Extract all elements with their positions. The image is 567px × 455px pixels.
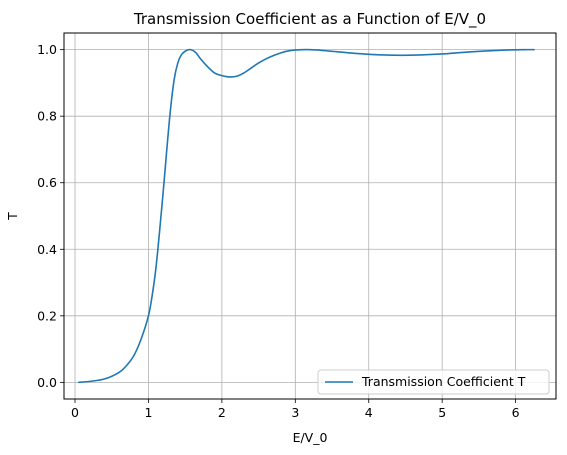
series-line-transmission-coefficient xyxy=(77,48,535,384)
x-tick-label: 4 xyxy=(365,405,373,420)
grid xyxy=(64,33,556,399)
y-tick-label: 0.0 xyxy=(37,375,57,390)
y-axis-ticks: 0.0 0.2 0.4 0.6 0.8 1.0 xyxy=(37,42,64,390)
plot-line-group xyxy=(77,48,535,384)
x-tick-label: 3 xyxy=(291,405,299,420)
legend-box xyxy=(317,369,550,395)
y-tick-label: 0.6 xyxy=(37,175,57,190)
x-axis-label: E/V_0 xyxy=(293,430,328,445)
x-tick-label: 6 xyxy=(512,405,520,420)
y-tick-label: 0.4 xyxy=(37,242,57,257)
x-axis-ticks: 0 1 2 3 4 5 6 xyxy=(71,399,520,420)
x-tick-label: 0 xyxy=(71,405,79,420)
y-axis-label: T xyxy=(5,212,20,221)
x-tick-label: 1 xyxy=(144,405,152,420)
x-tick-label: 2 xyxy=(218,405,226,420)
x-tick-label: 5 xyxy=(438,405,446,420)
legend: Transmission Coefficient T xyxy=(317,369,550,395)
plot-area-frame xyxy=(63,32,557,400)
y-tick-label: 0.2 xyxy=(37,308,57,323)
chart-title: Transmission Coefficient as a Function o… xyxy=(133,10,486,29)
y-tick-label: 1.0 xyxy=(37,42,57,57)
legend-label: Transmission Coefficient T xyxy=(361,374,526,389)
y-tick-label: 0.8 xyxy=(37,109,57,124)
